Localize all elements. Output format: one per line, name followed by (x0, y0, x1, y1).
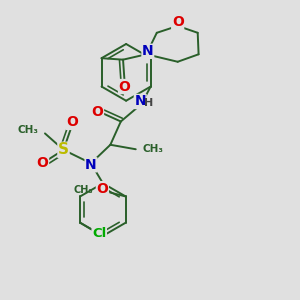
Text: CH₃: CH₃ (18, 125, 39, 135)
Text: CH₃: CH₃ (74, 184, 93, 195)
Text: N: N (134, 94, 146, 109)
Text: N: N (85, 158, 97, 172)
Text: S: S (58, 142, 69, 158)
Text: O: O (118, 80, 130, 94)
Text: CH₃: CH₃ (142, 144, 163, 154)
Text: N: N (142, 44, 154, 58)
Text: Cl: Cl (92, 227, 106, 240)
Text: H: H (144, 98, 153, 108)
Text: O: O (67, 116, 78, 129)
Text: O: O (37, 156, 49, 170)
Text: O: O (96, 182, 108, 196)
Text: O: O (92, 105, 104, 118)
Text: O: O (172, 15, 184, 29)
